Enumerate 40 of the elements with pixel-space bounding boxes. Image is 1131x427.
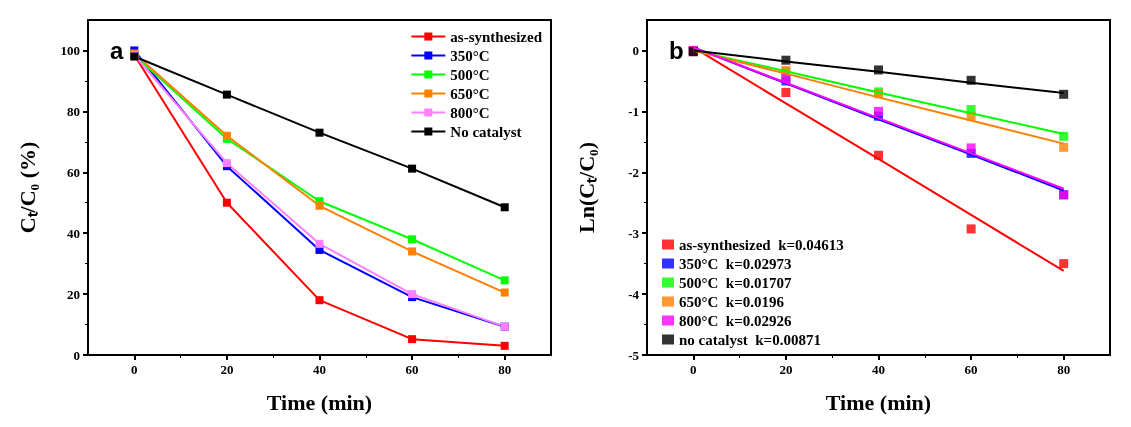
x-axis-title: Time (min) <box>266 389 373 415</box>
legend-label: No catalyst <box>450 123 522 140</box>
x-tick-label: 60 <box>964 362 978 377</box>
y-tick-label: -1 <box>628 103 639 119</box>
legend-label: 650°C k=0.0196 <box>679 293 785 310</box>
legend-label: as-synthesized <box>450 28 543 45</box>
legend-label: 500°C k=0.01707 <box>679 274 792 291</box>
legend-label: 500°C <box>450 66 490 83</box>
y-axis-title: Cₜ/C₀ (%) <box>14 141 40 234</box>
legend-label: as-synthesized k=0.04613 <box>679 236 844 253</box>
y-tick-label: -2 <box>628 164 639 180</box>
x-tick-label: 40 <box>313 362 326 377</box>
x-tick-label: 80 <box>1057 362 1071 377</box>
annotation: b <box>669 36 684 64</box>
x-tick-label: 0 <box>131 362 138 377</box>
x-tick-label: 80 <box>498 362 512 377</box>
y-tick-label: -3 <box>628 225 640 241</box>
y-tick-label: -4 <box>628 286 640 302</box>
x-tick-label: 60 <box>405 362 419 377</box>
legend-label: 350°C k=0.02973 <box>679 255 792 272</box>
x-tick-label: 0 <box>690 362 697 377</box>
y-tick-label: 0 <box>632 42 639 58</box>
y-tick-label: 100 <box>60 42 80 58</box>
y-tick-label: 40 <box>67 225 80 241</box>
x-axis-title: Time (min) <box>825 389 932 415</box>
y-tick-label: 80 <box>67 103 80 119</box>
y-axis-title: Ln(Cₜ/C₀) <box>573 141 599 234</box>
legend-label: no catalyst k=0.00871 <box>679 331 821 348</box>
x-tick-label: 40 <box>872 362 885 377</box>
x-tick-label: 20 <box>220 362 234 377</box>
legend-label: 800°C k=0.02926 <box>679 312 792 329</box>
annotation: a <box>110 36 124 64</box>
legend-label: 650°C <box>450 85 490 102</box>
y-tick-label: 0 <box>73 347 80 363</box>
x-tick-label: 20 <box>779 362 793 377</box>
legend-label: 800°C <box>450 104 490 121</box>
y-tick-label: 20 <box>67 286 80 302</box>
y-tick-label: -5 <box>628 347 640 363</box>
legend-label: 350°C <box>450 47 490 64</box>
y-tick-label: 60 <box>67 164 80 180</box>
